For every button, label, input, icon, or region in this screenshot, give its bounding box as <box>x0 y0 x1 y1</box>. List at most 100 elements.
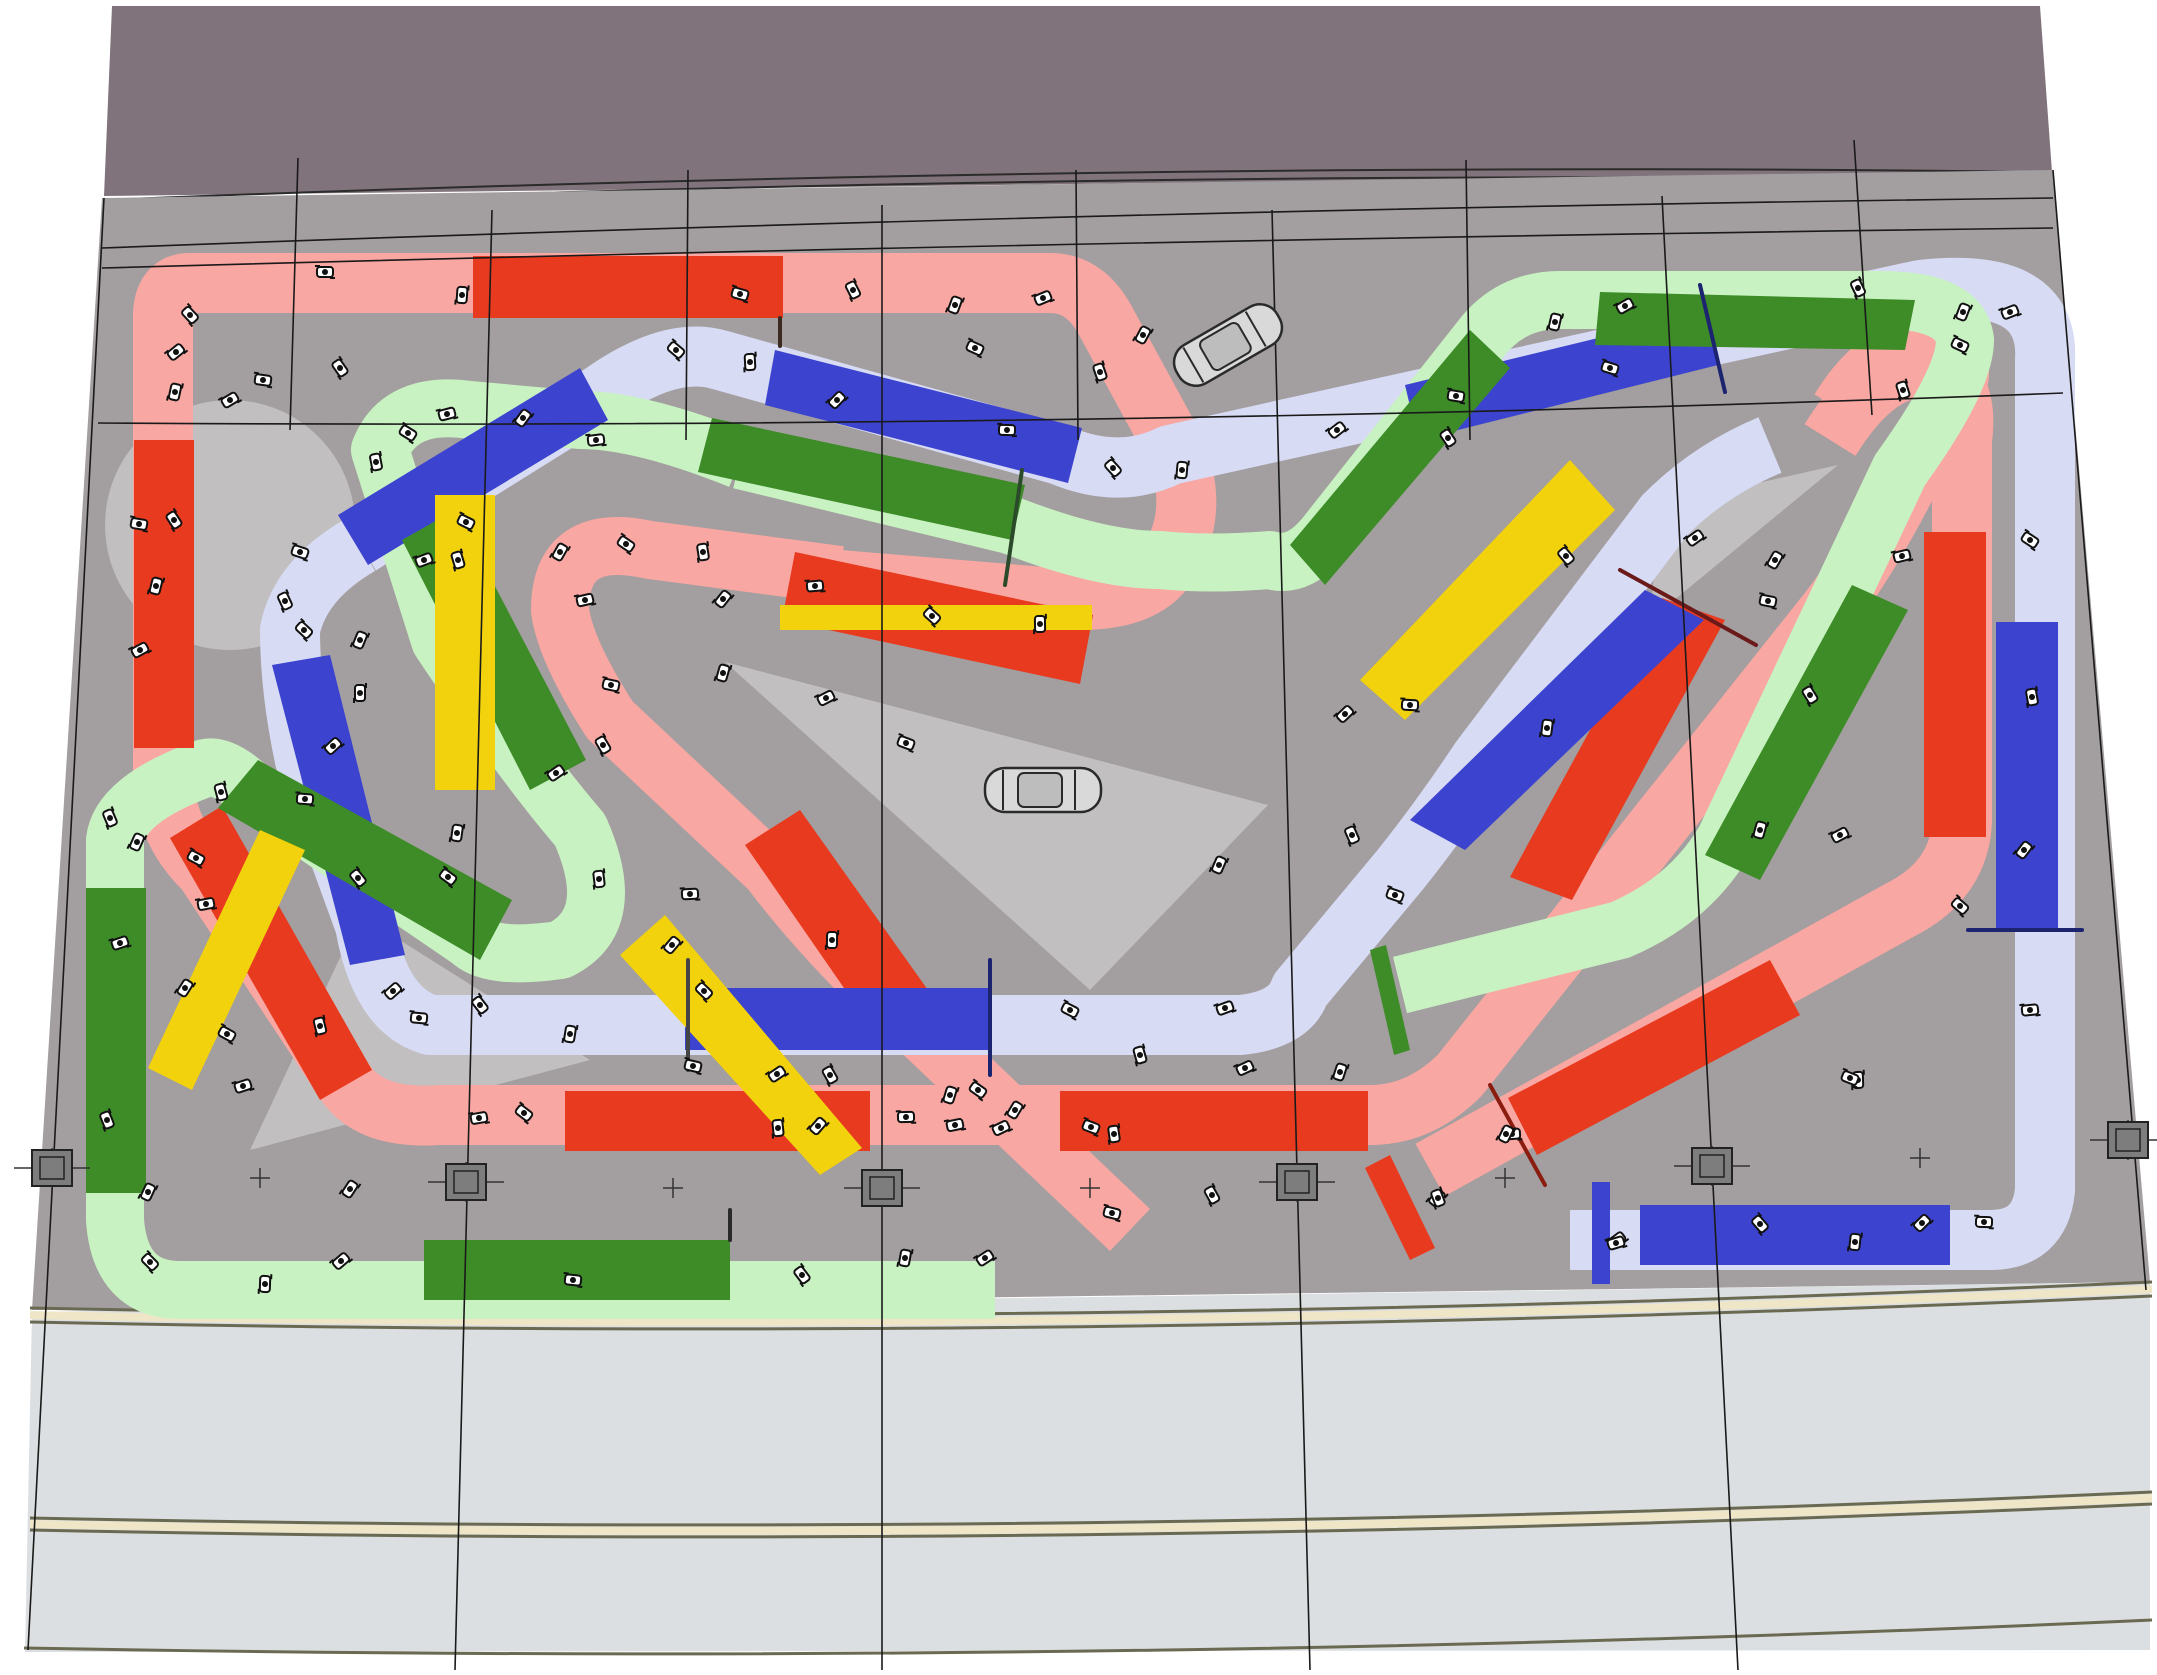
sector-blue <box>1410 590 1704 850</box>
kart-icon <box>511 408 535 428</box>
kart-icon <box>1846 1232 1864 1252</box>
kart-icon <box>561 1024 579 1044</box>
column-icon <box>2090 1120 2157 1160</box>
kart-icon <box>548 542 572 562</box>
kart-icon <box>696 541 710 563</box>
kart-icon <box>1950 894 1970 918</box>
kart-icon <box>713 663 733 683</box>
column-icon <box>1259 1162 1335 1202</box>
sector-red <box>1365 1155 1435 1260</box>
kart-icon <box>2019 1003 2041 1017</box>
kart-icon <box>1332 705 1358 723</box>
kart-icon <box>295 791 315 807</box>
kart-icon <box>1132 325 1154 345</box>
kart-icon <box>1174 460 1190 480</box>
kart-icon <box>940 1085 960 1105</box>
kart-icon <box>1827 826 1853 844</box>
kart-icon <box>1439 425 1457 451</box>
kart-icon <box>895 1110 917 1124</box>
kart-icon <box>922 604 942 628</box>
kart-icon <box>165 507 183 533</box>
sector-blue <box>1592 1182 1610 1284</box>
kart-icon <box>997 422 1017 438</box>
kart-icon <box>844 277 862 303</box>
kart-icon <box>793 1262 811 1288</box>
kart-icon <box>454 285 470 305</box>
kart-icon <box>1764 550 1786 570</box>
sector-blue <box>1996 622 2058 930</box>
kart-icon <box>1557 543 1575 569</box>
kart-icon <box>1031 290 1055 306</box>
kart-icon <box>1081 1116 1101 1138</box>
kart-icon <box>412 552 436 568</box>
kart-icon <box>380 982 406 1000</box>
kart-icon <box>592 868 606 890</box>
kart-icon <box>129 515 149 533</box>
kart-icon <box>679 887 701 901</box>
kart-icon <box>99 1108 115 1132</box>
track-lane-lavender <box>260 417 1782 1055</box>
kart-icon <box>1344 823 1360 847</box>
kart-icon <box>353 683 367 703</box>
kart-icon <box>616 532 636 556</box>
kart-icon <box>1850 275 1866 301</box>
kart-icon <box>102 806 118 830</box>
kart-icon <box>1430 1186 1446 1210</box>
kart-icon <box>331 355 349 381</box>
kart-icon <box>217 1023 237 1045</box>
kart-icon <box>2025 685 2039 709</box>
kart-icon <box>2012 840 2036 860</box>
kart-icon <box>813 689 839 707</box>
kart-icon <box>1132 1043 1148 1067</box>
kart-icon <box>764 1065 790 1083</box>
kart-icon <box>730 284 750 304</box>
sector-yellow <box>620 915 862 1175</box>
kart-icon <box>294 618 314 642</box>
kart-icon <box>290 542 310 562</box>
kart-icon <box>585 433 607 447</box>
kart-icon <box>896 1248 914 1268</box>
column-icon <box>1674 1146 1750 1186</box>
kart-icon <box>1060 999 1080 1021</box>
kart-icon <box>320 737 346 755</box>
kart-icon <box>328 1252 354 1270</box>
kart-icon <box>456 511 476 533</box>
kart-icon <box>1400 697 1420 713</box>
kart-icon <box>1682 529 1708 547</box>
kart-icon <box>1750 820 1770 840</box>
kart-icon <box>1385 885 1405 905</box>
sector-red <box>134 440 194 748</box>
kart-icon <box>438 865 458 889</box>
kart-icon <box>943 1118 967 1132</box>
kart-icon <box>277 588 293 614</box>
roof-area <box>104 6 2052 196</box>
kart-icon <box>186 847 206 869</box>
kart-icon <box>1840 1067 1860 1089</box>
kart-icon <box>1102 1203 1122 1223</box>
sector-blue <box>1640 1205 1950 1265</box>
kart-icon <box>1801 682 1819 708</box>
sector-green <box>1595 292 1915 350</box>
sector-yellow <box>1360 460 1615 720</box>
sector-red <box>1924 532 1986 837</box>
sector-red <box>1510 598 1725 900</box>
kart-icon <box>467 1111 491 1125</box>
grid-lines <box>27 139 2147 1671</box>
sector-green <box>218 760 512 960</box>
kart-icon <box>825 391 849 409</box>
sector-blue <box>338 368 608 565</box>
columns <box>14 1120 2157 1208</box>
column-icon <box>14 1148 90 1188</box>
kart-icon <box>1213 1000 1237 1016</box>
kart-icon <box>972 1249 998 1267</box>
kart-icon <box>1952 302 1974 322</box>
kart-icon <box>821 1062 839 1088</box>
track-lane-pink <box>320 253 1217 630</box>
kart-icon <box>2020 528 2040 552</box>
kart-icon <box>1758 592 1778 610</box>
kart-icon <box>601 676 621 694</box>
kart-icon <box>1545 312 1565 332</box>
kart-icon <box>666 338 686 362</box>
kart-icon <box>1751 1211 1769 1237</box>
